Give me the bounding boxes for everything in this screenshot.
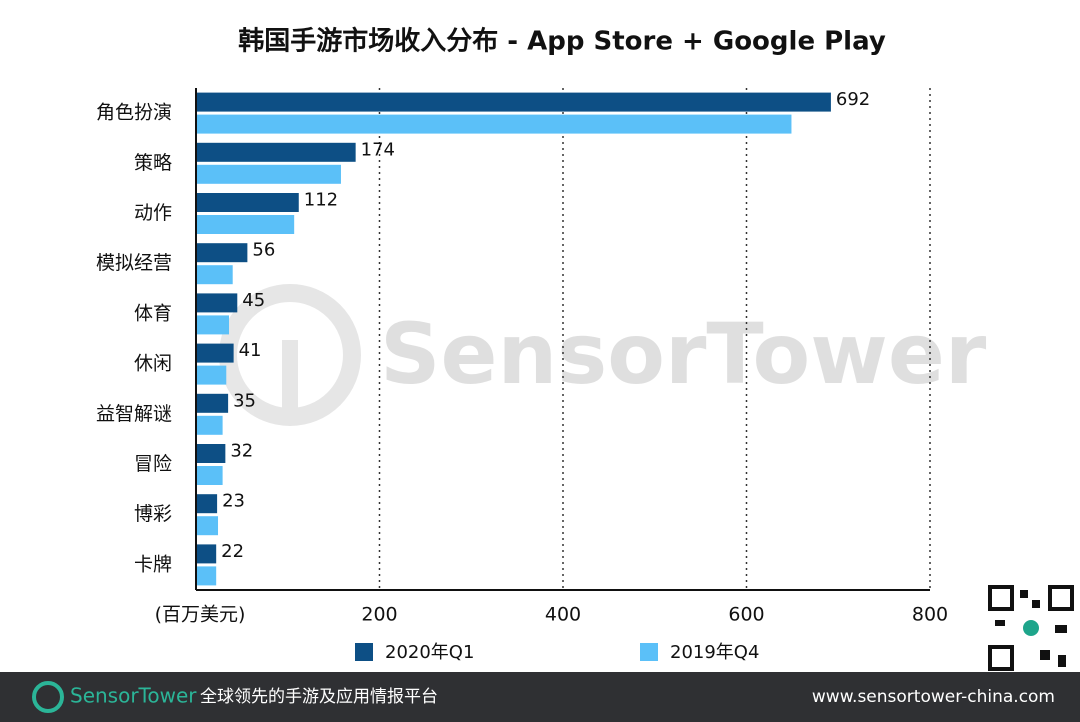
bar bbox=[196, 566, 217, 586]
bar bbox=[196, 142, 356, 162]
bar bbox=[196, 215, 295, 234]
bar bbox=[196, 193, 299, 212]
bar bbox=[196, 164, 341, 184]
value-label: 692 bbox=[836, 89, 870, 110]
y-tick-label: 冒险 bbox=[134, 453, 172, 475]
y-tick-label: 角色扮演 bbox=[96, 102, 172, 124]
footer-bar bbox=[0, 672, 1080, 722]
bar bbox=[196, 444, 226, 463]
qr-code bbox=[988, 585, 1074, 671]
value-label: 112 bbox=[304, 190, 338, 211]
bar bbox=[196, 343, 234, 363]
x-tick-label: 600 bbox=[728, 604, 764, 626]
y-tick-label: 体育 bbox=[134, 302, 172, 324]
x-tick-label: 400 bbox=[545, 604, 581, 626]
bar bbox=[196, 544, 217, 564]
bar bbox=[196, 114, 792, 134]
value-label: 45 bbox=[242, 290, 265, 311]
bar bbox=[196, 516, 219, 536]
x-axis-label: (百万美元) bbox=[155, 604, 246, 626]
value-label: 174 bbox=[361, 139, 395, 160]
value-label: 35 bbox=[233, 390, 256, 411]
chart-title: 韩国手游市场收入分布 - App Store + Google Play bbox=[238, 26, 886, 57]
x-tick-label: 200 bbox=[361, 604, 397, 626]
bar bbox=[196, 265, 233, 285]
value-label: 23 bbox=[222, 491, 245, 512]
y-tick-label: 模拟经营 bbox=[96, 252, 172, 274]
legend-swatch bbox=[355, 643, 373, 661]
value-label: 22 bbox=[221, 541, 244, 562]
footer-tagline: 全球领先的手游及应用情报平台 bbox=[200, 687, 438, 707]
value-label: 32 bbox=[230, 441, 253, 462]
y-tick-label: 益智解谜 bbox=[96, 403, 172, 425]
y-tick-label: 卡牌 bbox=[134, 553, 172, 575]
y-tick-label: 休闲 bbox=[134, 353, 172, 375]
bar bbox=[196, 393, 229, 413]
bar bbox=[196, 466, 223, 485]
bar bbox=[196, 293, 238, 313]
footer-logo bbox=[32, 681, 64, 713]
y-tick-label: 策略 bbox=[134, 152, 172, 174]
footer-brand: SensorTower bbox=[70, 684, 197, 708]
bar bbox=[196, 415, 223, 435]
bar bbox=[196, 494, 218, 514]
y-tick-label: 动作 bbox=[134, 202, 172, 224]
legend-label: 2019年Q4 bbox=[670, 642, 759, 663]
legend-swatch bbox=[640, 643, 658, 661]
bar bbox=[196, 92, 831, 112]
bar bbox=[196, 315, 230, 335]
watermark-text: SensorTower bbox=[380, 305, 987, 403]
y-tick-label: 博彩 bbox=[134, 503, 172, 525]
value-label: 56 bbox=[252, 240, 275, 261]
bar bbox=[196, 243, 248, 263]
bar bbox=[196, 365, 227, 385]
x-tick-label: 800 bbox=[912, 604, 948, 626]
footer-url: www.sensortower-china.com bbox=[812, 687, 1055, 707]
legend-label: 2020年Q1 bbox=[385, 642, 474, 663]
value-label: 41 bbox=[239, 340, 262, 361]
